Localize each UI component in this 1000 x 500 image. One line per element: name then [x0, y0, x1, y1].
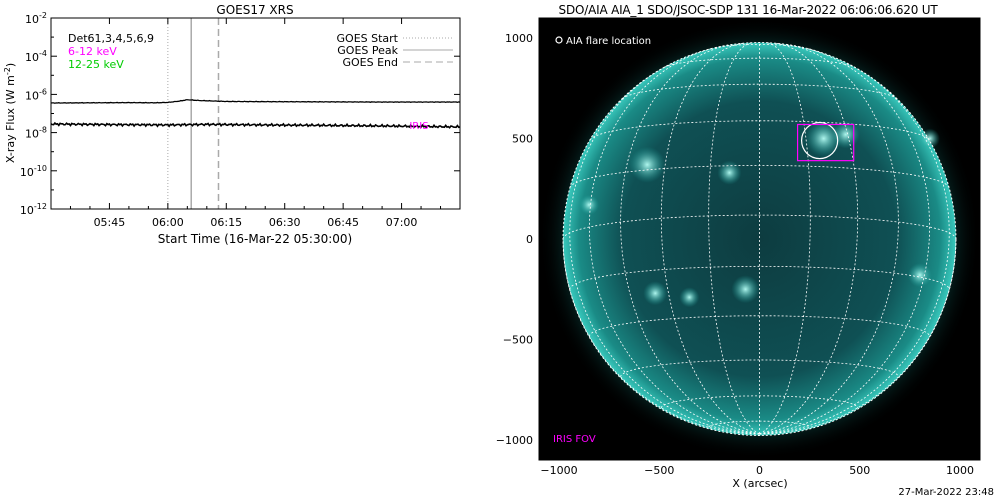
map-x-tick-label-2: 0: [756, 464, 763, 477]
legend-det: Det61,3,4,5,6,9: [68, 32, 154, 45]
aia-image: [539, 18, 980, 460]
aia-map-panel: SDO/AIA AIA_1 SDO/JSOC-SDP 131 16-Mar-20…: [496, 3, 981, 490]
bright-region-4: [731, 275, 760, 304]
lightcurve-x-axis: 05:45 06:00 06:15 06:30 06:45 07:00: [69, 18, 442, 229]
y-tick-label-5: 10-12: [20, 202, 47, 217]
series-line-3: [51, 121, 460, 129]
x-tick-label-0: 05:45: [94, 216, 126, 229]
iris-fov-label: IRIS FOV: [553, 434, 596, 445]
map-y-tick-label-4: 1000: [505, 32, 533, 45]
map-y-tick-label-3: 500: [512, 133, 533, 146]
latitude-line: [562, 214, 957, 240]
flare-location-marker: [800, 121, 839, 160]
bright-region-3: [717, 160, 742, 185]
legend-6-12kev: 6-12 keV: [68, 45, 117, 58]
aia-y-axis: −1000 −500 0 500 1000: [496, 32, 546, 447]
x-tick-label-1: 06:00: [152, 216, 184, 229]
bright-region-6: [679, 287, 700, 308]
y-tick-label-4: 10-10: [20, 164, 47, 179]
bright-region-7: [907, 263, 932, 288]
flare-legend-symbol: [555, 36, 563, 44]
flare-legend-text: AIA flare location: [566, 36, 651, 47]
latitude-line: [589, 315, 930, 337]
y-tick-label-1: 10-4: [25, 49, 47, 64]
iris-fov-box: [796, 123, 855, 162]
legend-left: Det61,3,4,5,6,9 6-12 keV 12-25 keV: [68, 32, 154, 71]
lightcurve-xlabel: Start Time (16-Mar-22 05:30:00): [158, 232, 352, 246]
map-x-tick-label-0: −1000: [540, 464, 577, 477]
map-y-tick-label-0: −1000: [496, 434, 533, 447]
legend-goes-end: GOES End: [342, 56, 398, 69]
longitude-line: [759, 42, 859, 435]
footer-timestamp: 27-Mar-2022 23:48: [898, 487, 994, 498]
legend-right: GOES Start GOES Peak GOES End: [337, 32, 453, 69]
y-tick-label-0: 10-2: [25, 11, 47, 26]
bright-region-2: [831, 120, 860, 149]
lightcurve-y-axis: 10-2 10-4 10-6 10-8 10-10 10-12: [20, 11, 460, 217]
latitude-line: [569, 265, 950, 290]
legend-12-25kev: 12-25 keV: [68, 58, 124, 71]
solar-limb: [562, 42, 957, 436]
active-regions: [579, 120, 940, 308]
x-tick-label-3: 06:30: [269, 216, 301, 229]
iris-annotation: IRIS: [409, 121, 428, 132]
aia-legend: AIA flare location: [555, 36, 651, 47]
legend-goes-peak: GOES Peak: [337, 44, 398, 57]
aia-title: SDO/AIA AIA_1 SDO/JSOC-SDP 131 16-Mar-20…: [559, 3, 939, 17]
latitude-line: [663, 57, 856, 68]
legend-goes-start: GOES Start: [337, 32, 399, 45]
bright-region-1: [629, 146, 666, 183]
aia-xlabel: X (arcsec): [732, 477, 787, 490]
map-x-tick-label-4: 1000: [946, 464, 974, 477]
map-x-tick-label-1: −500: [644, 464, 674, 477]
longitude-line: [660, 42, 760, 435]
x-tick-label-4: 06:45: [327, 216, 359, 229]
bright-region-8: [919, 128, 940, 149]
longitude-line: [708, 42, 760, 435]
lightcurve-ylabel: X-ray Flux (W m-2): [3, 63, 17, 163]
lightcurve-title: GOES17 XRS: [216, 3, 293, 17]
longitude-line: [759, 44, 899, 435]
aia-x-axis: −1000 −500 0 500 1000: [540, 453, 974, 477]
map-y-tick-label-2: 0: [526, 233, 533, 246]
map-y-tick-label-1: −500: [503, 333, 533, 346]
longitude-line: [759, 62, 950, 435]
y-tick-label-3: 10-8: [25, 126, 47, 141]
lightcurve-series: [51, 99, 460, 129]
bright-region-5: [643, 281, 668, 306]
map-x-tick-label-3: 500: [849, 464, 870, 477]
longitude-line: [759, 42, 811, 435]
series-line-0: [51, 99, 460, 104]
x-tick-label-2: 06:15: [210, 216, 242, 229]
longitude-line: [569, 62, 760, 435]
x-tick-label-5: 07:00: [386, 216, 418, 229]
longitude-line: [759, 238, 957, 435]
longitude-line: [620, 44, 760, 435]
y-tick-label-2: 10-6: [25, 87, 47, 102]
bright-region-9: [579, 194, 600, 215]
heliographic-grid: [562, 42, 957, 436]
lightcurve-panel: GOES17 XRS IRIS 05:45 06:00 06:15 06:30 06:4…: [3, 3, 461, 246]
lightcurve-plot-area: IRIS: [51, 18, 460, 209]
